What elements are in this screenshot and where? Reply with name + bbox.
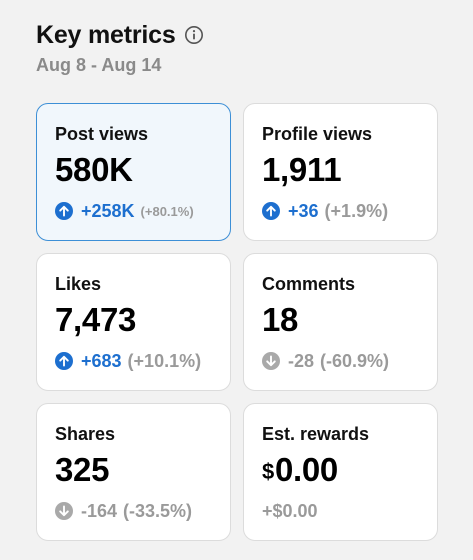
metric-label: Post views bbox=[55, 124, 149, 144]
metric-card-shares[interactable]: Shares 325 -164 (-33.5%) bbox=[36, 403, 231, 541]
metric-card-likes[interactable]: Likes 7,473 +683 (+10.1%) bbox=[36, 253, 231, 391]
metric-change: +36 (+1.9%) bbox=[262, 200, 437, 222]
metric-card-comments[interactable]: Comments 18 -28 (-60.9%) bbox=[243, 253, 438, 391]
metric-card-est-rewards[interactable]: Est. rewards $0.00 +$0.00 bbox=[243, 403, 438, 541]
date-range: Aug 8 - Aug 14 bbox=[36, 55, 162, 75]
metric-label: Shares bbox=[55, 424, 116, 444]
metric-delta: -164 bbox=[81, 500, 118, 521]
metric-change: +683 (+10.1%) bbox=[55, 350, 230, 372]
metric-value: 7,473 bbox=[55, 301, 137, 338]
metric-change: +$0.00 bbox=[262, 500, 437, 522]
metric-change: +258K (+80.1%) bbox=[55, 200, 230, 222]
title-row: Key metrics bbox=[36, 18, 456, 52]
metric-delta: +36 bbox=[288, 200, 319, 221]
metric-label: Est. rewards bbox=[262, 424, 370, 444]
metric-change: -28 (-60.9%) bbox=[262, 350, 437, 372]
info-icon[interactable] bbox=[184, 25, 204, 45]
metric-value: 0.00 bbox=[274, 451, 338, 488]
metric-delta: +683 bbox=[81, 350, 122, 371]
metric-value: 1,911 bbox=[262, 151, 342, 188]
metric-value: 18 bbox=[262, 301, 299, 338]
arrow-down-circle-icon bbox=[262, 352, 280, 370]
metric-delta: +258K bbox=[81, 200, 135, 221]
metric-delta-percent: (+1.9%) bbox=[324, 200, 389, 221]
metric-card-post-views[interactable]: Post views 580K +258K (+80.1%) bbox=[36, 103, 231, 241]
metric-delta-percent: (+80.1%) bbox=[140, 203, 194, 219]
metric-value: 325 bbox=[55, 451, 110, 488]
arrow-up-circle-icon bbox=[55, 352, 73, 370]
metrics-grid: Post views 580K +258K (+80.1%) Profile v… bbox=[36, 103, 438, 541]
arrow-up-circle-icon bbox=[55, 202, 73, 220]
metric-change: -164 (-33.5%) bbox=[55, 500, 230, 522]
arrow-up-circle-icon bbox=[262, 202, 280, 220]
currency-symbol: $ bbox=[262, 459, 274, 484]
metric-delta-percent: (-33.5%) bbox=[123, 500, 193, 521]
metric-label: Comments bbox=[262, 274, 356, 294]
metric-card-profile-views[interactable]: Profile views 1,911 +36 (+1.9%) bbox=[243, 103, 438, 241]
metric-delta-percent: (+10.1%) bbox=[127, 350, 202, 371]
metric-value-wrapper: $0.00 bbox=[262, 450, 437, 490]
arrow-down-circle-icon bbox=[55, 502, 73, 520]
page-title: Key metrics bbox=[36, 20, 176, 49]
metric-label: Profile views bbox=[262, 124, 373, 144]
metric-label: Likes bbox=[55, 274, 102, 294]
metric-delta: -28 bbox=[288, 350, 315, 371]
key-metrics-header: Key metrics Aug 8 - Aug 14 bbox=[36, 18, 456, 76]
metric-delta-percent: (-60.9%) bbox=[320, 350, 390, 371]
metric-delta: +$0.00 bbox=[262, 500, 318, 521]
metric-value: 580K bbox=[55, 151, 133, 188]
